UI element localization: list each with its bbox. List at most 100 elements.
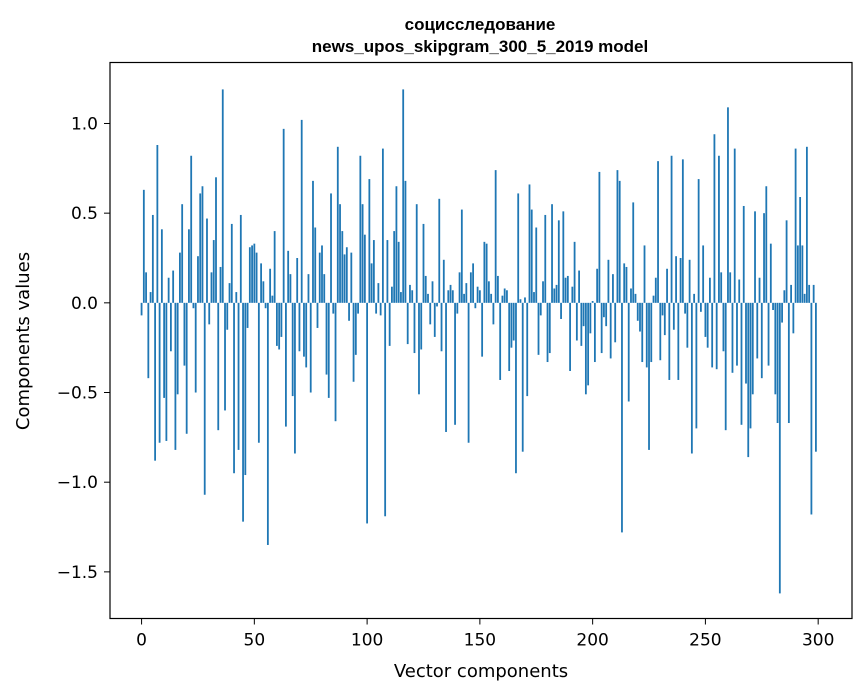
y-tick-label: 0.5 <box>71 204 98 224</box>
bar <box>248 247 251 303</box>
bar <box>695 302 698 429</box>
bar <box>659 302 662 361</box>
bar <box>641 302 644 363</box>
bar <box>731 302 734 373</box>
bar <box>630 288 632 303</box>
bar <box>510 302 513 348</box>
bar <box>197 256 199 303</box>
bar <box>476 286 479 303</box>
bar <box>616 170 619 303</box>
bar <box>578 270 580 303</box>
bar <box>206 218 208 303</box>
bar <box>472 263 474 303</box>
bar <box>645 302 648 368</box>
bar <box>420 302 423 350</box>
bar <box>524 297 526 303</box>
bar <box>237 302 240 450</box>
bar <box>497 275 499 303</box>
bar <box>438 198 441 303</box>
bar <box>327 302 330 398</box>
bar <box>650 302 653 363</box>
bar <box>188 229 190 303</box>
bar <box>354 302 357 355</box>
bar <box>217 302 220 431</box>
bar <box>251 245 253 303</box>
bar <box>368 179 371 303</box>
bar <box>224 302 226 411</box>
bar <box>736 302 738 366</box>
bar <box>733 148 736 303</box>
bar <box>323 274 326 303</box>
bar <box>652 295 655 303</box>
bar <box>580 302 583 346</box>
bar <box>481 302 484 357</box>
bar <box>341 231 344 303</box>
bar <box>711 302 714 368</box>
bar <box>792 302 795 334</box>
bar <box>720 272 723 303</box>
bar <box>765 186 768 303</box>
bar <box>449 284 452 303</box>
bar <box>704 302 707 337</box>
bar <box>681 159 684 303</box>
bar <box>618 180 621 303</box>
bar <box>465 283 468 303</box>
bar <box>469 272 472 303</box>
bar <box>149 292 152 303</box>
bar <box>427 293 429 303</box>
bar <box>672 302 675 330</box>
bar <box>603 302 605 318</box>
bar <box>411 290 414 303</box>
bar <box>413 302 416 354</box>
bar <box>598 171 601 303</box>
bar <box>623 263 626 303</box>
bar <box>415 204 418 303</box>
bar <box>727 107 729 303</box>
x-axis-label: Vector components <box>394 661 568 682</box>
bar <box>253 243 256 303</box>
bar <box>575 302 578 341</box>
bar <box>312 180 314 303</box>
x-tick-label: 200 <box>576 631 608 651</box>
bar <box>255 252 258 303</box>
bar <box>395 186 398 303</box>
bar <box>551 204 553 303</box>
bar <box>219 266 222 303</box>
bar <box>605 302 608 327</box>
bar <box>348 302 350 321</box>
bar <box>244 302 247 476</box>
bar <box>424 275 427 303</box>
bar <box>160 229 163 303</box>
bar <box>702 245 705 303</box>
y-tick-label: −1.5 <box>57 563 98 583</box>
bar <box>526 302 529 397</box>
bar <box>738 279 741 303</box>
bar <box>699 302 702 312</box>
bar <box>790 284 792 303</box>
bar <box>386 240 389 303</box>
bar <box>163 302 166 398</box>
bar <box>260 263 262 303</box>
bar <box>445 302 447 432</box>
bar <box>375 302 378 314</box>
bar <box>433 302 436 337</box>
bar <box>776 302 779 424</box>
bar <box>325 302 328 375</box>
bar <box>537 302 540 355</box>
bar <box>246 302 249 328</box>
bar <box>366 302 368 524</box>
bar <box>208 302 211 325</box>
bar <box>192 302 195 309</box>
bar <box>463 293 465 303</box>
bar <box>544 214 547 303</box>
y-axis-label: Components values <box>13 252 34 430</box>
bar <box>596 268 599 303</box>
bar <box>668 302 671 380</box>
bar <box>718 155 720 303</box>
bar <box>316 302 319 328</box>
bar <box>282 128 285 303</box>
bar <box>670 155 673 303</box>
bar <box>397 241 400 303</box>
bar <box>566 275 569 303</box>
bar <box>194 302 197 393</box>
